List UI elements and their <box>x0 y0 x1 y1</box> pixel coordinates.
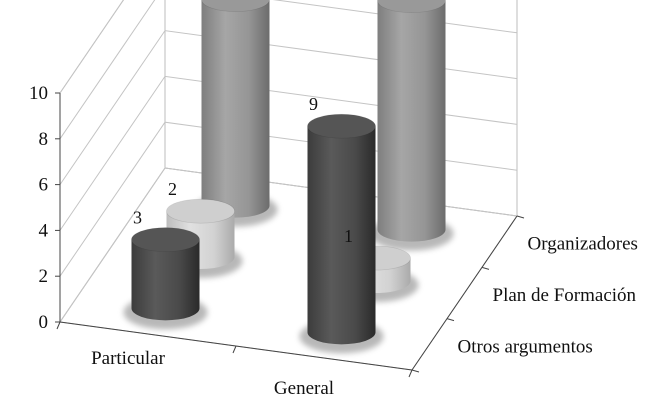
y-tick-label: 6 <box>39 175 49 196</box>
bar <box>193 0 278 227</box>
series-label: Otros argumentos <box>458 336 593 357</box>
bar-top <box>201 0 270 12</box>
gridline <box>59 75 518 231</box>
chart-bars <box>123 0 454 354</box>
bar-top <box>166 198 235 224</box>
series-label: Plan de Formación <box>493 285 637 306</box>
depth-tick-mark <box>411 369 420 373</box>
bar <box>123 227 208 330</box>
x-category-label: Particular <box>91 348 166 369</box>
y-tick-label: 0 <box>39 312 49 333</box>
y-tick-label: 4 <box>39 220 49 241</box>
y-tick-label: 10 <box>29 83 48 104</box>
bar-top <box>307 113 376 139</box>
x-tick-mark <box>232 345 237 354</box>
gridline <box>59 167 518 323</box>
bar-top <box>131 227 200 252</box>
gridline <box>59 121 518 277</box>
data-label: 9 <box>309 94 318 114</box>
bar-body <box>201 0 270 218</box>
x-tick-mark <box>408 369 413 378</box>
chart-labels: Particular General Otros argumentos Plan de… <box>91 94 638 396</box>
x-category-label: General <box>274 378 334 396</box>
data-label: 1 <box>344 226 353 246</box>
gridline <box>59 0 125 94</box>
data-label: 3 <box>133 208 142 228</box>
bar-top <box>377 0 446 13</box>
bar-body <box>307 126 376 345</box>
x-tick-mark <box>56 321 61 330</box>
depth-tick-mark <box>516 215 525 219</box>
series-label: Organizadores <box>528 234 638 255</box>
y-tick-label: 2 <box>39 266 49 287</box>
floor <box>59 167 518 371</box>
bar-body <box>131 239 200 321</box>
depth-tick-mark <box>446 318 455 322</box>
data-label: 2 <box>168 179 177 199</box>
chart-axes: 0 2 4 6 8 10 <box>29 0 525 378</box>
bar-body <box>377 0 446 242</box>
y-tick-label: 8 <box>39 129 49 150</box>
depth-axis-line <box>411 215 518 371</box>
gridline <box>59 30 518 185</box>
bar <box>299 113 384 354</box>
depth-tick-mark <box>481 266 490 270</box>
bar <box>369 0 454 251</box>
